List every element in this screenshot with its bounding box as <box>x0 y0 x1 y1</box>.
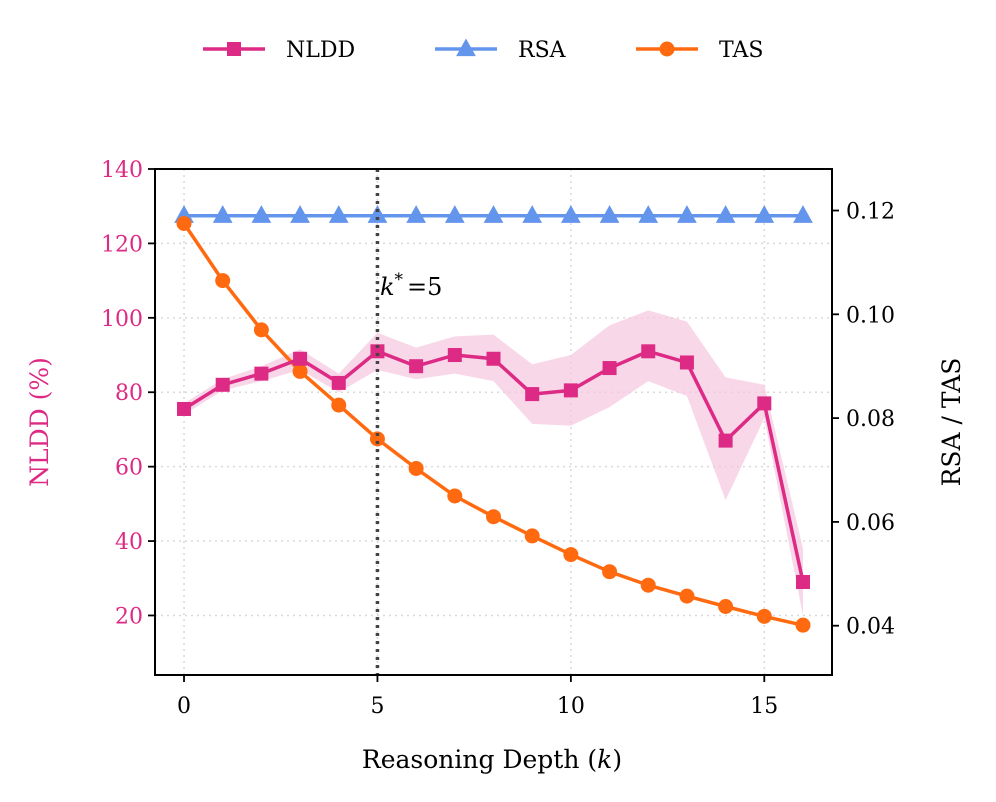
rsa-point <box>638 205 659 223</box>
right-y-tick-label: 0.10 <box>846 303 895 328</box>
left-y-tick-label: 40 <box>115 530 143 555</box>
right-y-tick-label: 0.08 <box>846 407 895 432</box>
tas-point <box>408 460 424 476</box>
legend-marker <box>227 42 241 56</box>
legend-label: RSA <box>518 38 567 63</box>
rsa-point <box>406 205 426 223</box>
left-y-tick-label: 100 <box>101 307 143 332</box>
left-y-axis-label: NLDD (%) <box>25 357 54 487</box>
nldd-point <box>409 359 424 374</box>
tas-point <box>486 509 501 525</box>
nldd-point <box>795 574 810 589</box>
tas-point <box>369 431 385 447</box>
rsa-point <box>251 205 272 223</box>
legend-label: NLDD <box>286 38 355 63</box>
left-y-tick-label: 140 <box>101 158 143 183</box>
nldd-point <box>486 351 501 366</box>
right-y-axis-label: RSA / TAS <box>937 358 966 487</box>
rsa-point <box>754 205 775 223</box>
nldd-point <box>370 344 385 359</box>
rsa-point <box>483 205 504 223</box>
nldd-point <box>331 375 346 390</box>
left-y-tick-label: 60 <box>115 456 143 481</box>
series-markers-layer <box>174 205 813 633</box>
left-y-tick-label: 20 <box>115 604 143 629</box>
tas-point <box>331 397 347 413</box>
nldd-point <box>602 361 617 376</box>
rsa-point <box>290 205 310 223</box>
left-y-tick-label: 120 <box>101 232 143 257</box>
right-y-axis-ticks: 0.04 0.06 0.08 0.10 0.12 <box>832 200 895 640</box>
tas-point <box>602 564 618 580</box>
tas-point <box>176 215 192 231</box>
rsa-point <box>715 205 736 223</box>
x-tick-label: 15 <box>750 694 778 719</box>
right-y-tick-label: 0.04 <box>846 615 895 640</box>
legend-label: TAS <box>719 38 763 63</box>
x-tick-label: 10 <box>557 694 585 719</box>
left-y-axis-ticks: 20 40 60 80 100 120 140 <box>101 158 155 629</box>
legend-item-rsa: RSA <box>435 38 567 63</box>
x-tick-label: 0 <box>177 694 191 719</box>
right-y-tick-label: 0.06 <box>846 511 895 536</box>
tas-point <box>447 488 463 504</box>
tas-point <box>563 547 579 563</box>
tas-point <box>718 598 734 614</box>
rsa-point <box>793 205 813 223</box>
rsa-point <box>677 205 697 223</box>
nldd-point <box>679 355 694 370</box>
annotation-label: k* =5 <box>380 270 442 301</box>
rsa-point <box>599 205 620 223</box>
nldd-point <box>757 396 772 411</box>
rsa-point <box>444 205 465 223</box>
rsa-point <box>212 205 233 223</box>
nldd-point <box>447 348 462 363</box>
legend-item-tas: TAS <box>636 38 763 63</box>
tas-point <box>524 528 540 544</box>
tas-point <box>640 577 656 593</box>
nldd-point <box>525 387 540 402</box>
tas-point <box>679 588 695 604</box>
x-axis-label: Reasoning Depth (k) <box>362 745 622 774</box>
legend-marker <box>456 38 476 57</box>
legend-item-nldd: NLDD <box>203 38 355 63</box>
x-tick-label: 5 <box>370 694 384 719</box>
rsa-point <box>561 205 581 223</box>
tas-point <box>292 363 308 379</box>
right-y-tick-label: 0.12 <box>846 200 895 225</box>
rsa-point <box>328 205 349 223</box>
tas-point <box>756 608 772 624</box>
legend: NLDD RSA TAS <box>203 38 763 63</box>
nldd-point <box>563 383 578 398</box>
nldd-point <box>177 401 192 416</box>
plot-frame <box>154 168 833 676</box>
rsa-point <box>522 205 543 223</box>
nldd-point <box>254 366 269 381</box>
tas-point <box>253 322 269 338</box>
legend-marker <box>659 41 675 57</box>
left-y-tick-label: 80 <box>115 381 143 406</box>
nldd-point <box>215 377 230 392</box>
x-axis-ticks: 0 5 10 15 <box>177 675 778 719</box>
nldd-point <box>718 433 733 448</box>
tas-point <box>215 273 231 289</box>
nldd-point <box>293 351 308 366</box>
nldd-point <box>641 344 656 359</box>
tas-point <box>795 617 811 633</box>
rsa-point <box>367 205 388 223</box>
